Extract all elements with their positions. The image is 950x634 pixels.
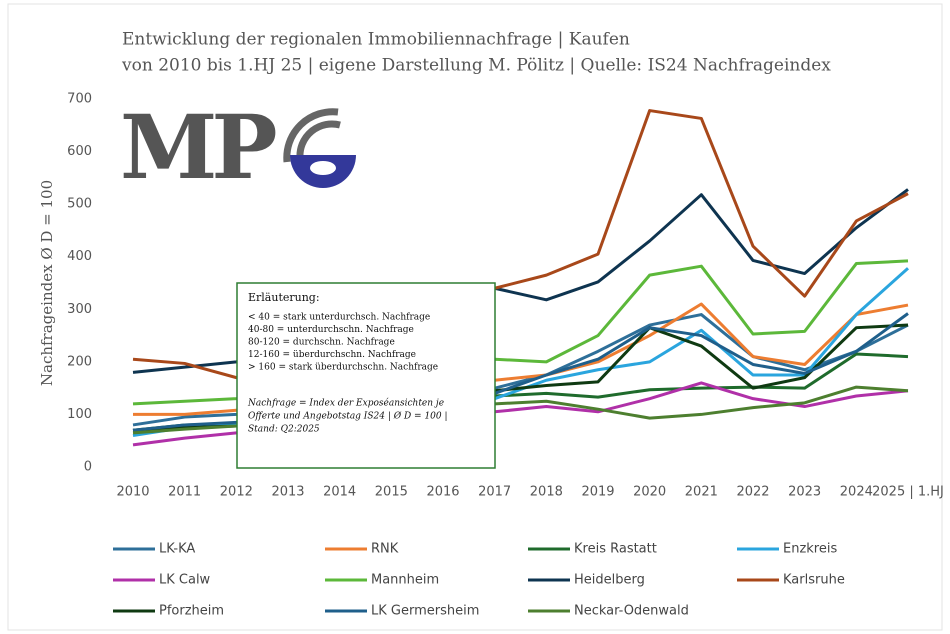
y-tick-label: 600 xyxy=(67,144,92,159)
legend-label: LK-KA xyxy=(159,542,195,557)
legend-label: Neckar-Odenwald xyxy=(574,604,689,619)
legend-label: Enzkreis xyxy=(783,542,837,557)
chart-title: Entwicklung der regionalen Immobiliennac… xyxy=(122,30,630,50)
x-tick-label: 2023 xyxy=(788,485,821,500)
y-tick-label: 400 xyxy=(67,249,92,264)
x-tick-label: 2010 xyxy=(116,485,149,500)
y-tick-label: 0 xyxy=(84,460,92,475)
annotation-note: Offerte und Angebotstag IS24 | Ø D = 100… xyxy=(248,411,448,422)
y-tick-label: 500 xyxy=(67,197,92,212)
x-tick-label: 2022 xyxy=(736,485,769,500)
legend-label: Mannheim xyxy=(371,573,439,588)
logo-arc xyxy=(296,120,341,159)
annotation-note: Nachfrage = Index der Exposéansichten je xyxy=(247,398,444,409)
legend-label: Heidelberg xyxy=(574,573,645,588)
x-tick-label: 2018 xyxy=(530,485,563,500)
annotation-title: Erläuterung: xyxy=(248,291,320,304)
legend-label: Karlsruhe xyxy=(783,573,845,588)
y-tick-label: 700 xyxy=(67,92,92,107)
legend-label: RNK xyxy=(371,542,399,557)
y-tick-label: 100 xyxy=(67,407,92,422)
x-tick-label: 2014 xyxy=(323,485,356,500)
y-tick-label: 200 xyxy=(67,354,92,369)
annotation-line: < 40 = stark unterdurchsch. Nachfrage xyxy=(248,313,430,323)
logo-pupil xyxy=(310,161,336,175)
chart-frame xyxy=(7,3,943,631)
annotation-line: > 160 = stark überdurchschn. Nachfrage xyxy=(248,363,438,373)
legend-label: LK Calw xyxy=(159,573,211,588)
legend-label: Pforzheim xyxy=(159,604,224,619)
chart-subtitle: von 2010 bis 1.HJ 25 | eigene Darstellun… xyxy=(121,56,831,76)
legend-label: Kreis Rastatt xyxy=(574,542,657,557)
x-tick-label: 2024 xyxy=(840,485,873,500)
x-tick-label: 2012 xyxy=(220,485,253,500)
plot-area: 0 100 200 300 400 500 600 700 2010 2011 2012 2013 20… xyxy=(67,92,944,500)
x-tick-label: 2017 xyxy=(478,485,511,500)
y-tick-label: 300 xyxy=(67,302,92,317)
x-tick-label: 2025 | 1.HJ xyxy=(872,485,944,500)
x-tick-label: 2020 xyxy=(633,485,666,500)
annotation-box xyxy=(236,282,496,469)
legend-label: LK Germersheim xyxy=(371,604,479,619)
x-tick-label: 2021 xyxy=(685,485,718,500)
logo: MP xyxy=(120,95,275,199)
x-tick-label: 2019 xyxy=(581,485,614,500)
logo-arc xyxy=(283,108,339,163)
x-tick-label: 2015 xyxy=(375,485,408,500)
x-tick-label: 2013 xyxy=(271,485,304,500)
annotation-line: 12-160 = überdurchschn. Nachfrage xyxy=(248,350,416,360)
x-tick-label: 2011 xyxy=(168,485,201,500)
annotation-note: Stand: Q2:2025 xyxy=(248,425,320,435)
annotation-line: 80-120 = durchschn. Nachfrage xyxy=(248,338,395,348)
y-axis-label: Nachfrageindex Ø D = 100 xyxy=(38,180,56,386)
x-tick-label: 2016 xyxy=(426,485,459,500)
annotation-line: 40-80 = unterdurchschn. Nachfrage xyxy=(248,325,414,335)
overlay: MP Erläuterung: < 40 = stark unterdurchsc… xyxy=(120,95,496,469)
